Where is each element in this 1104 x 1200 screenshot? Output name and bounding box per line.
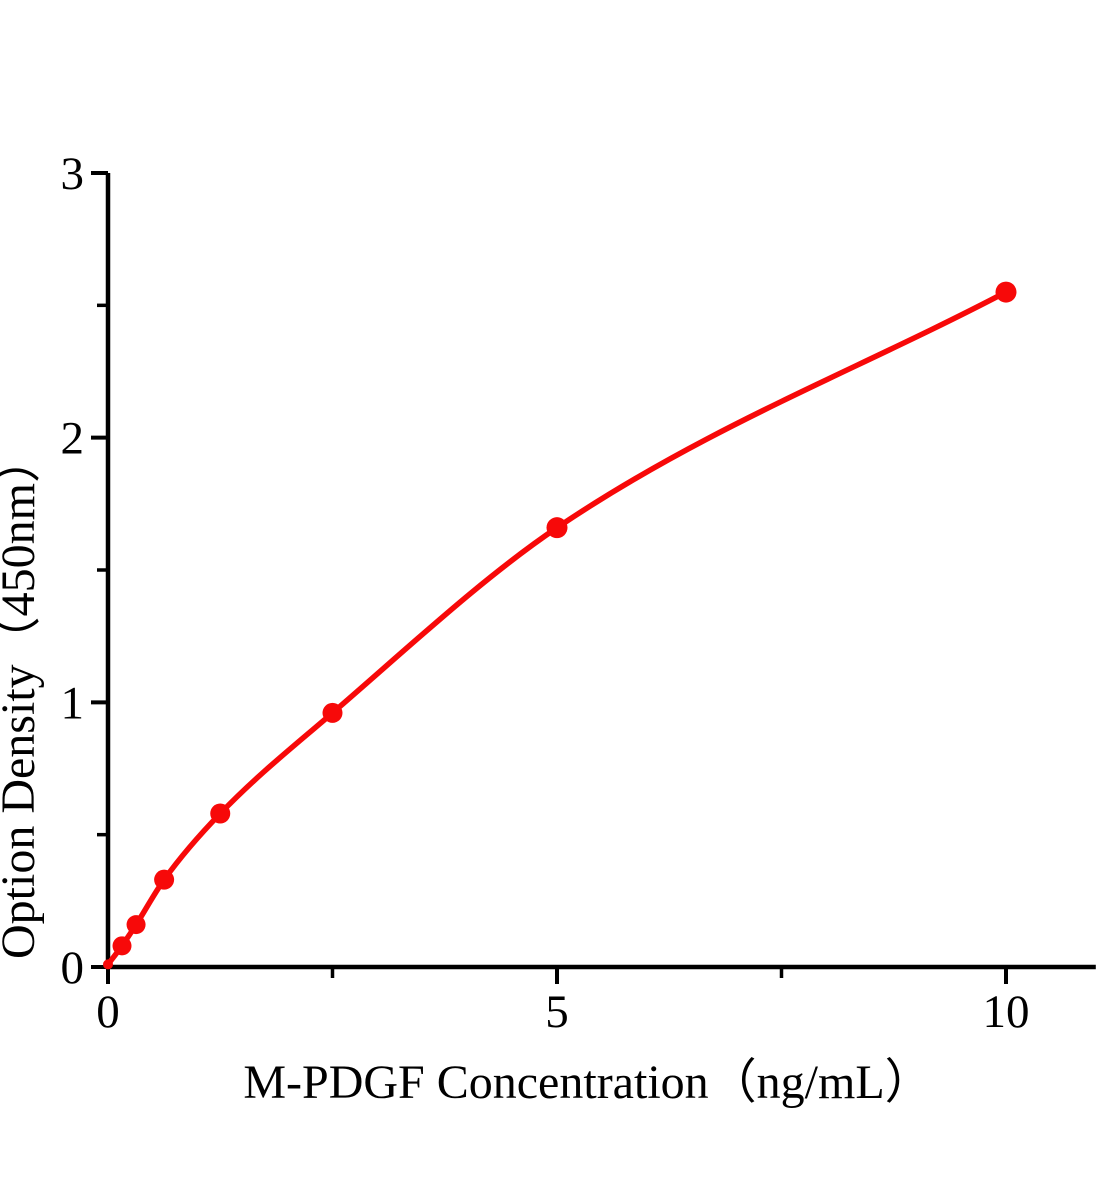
data-point [126,915,146,935]
data-point [546,517,568,539]
data-point [112,936,132,956]
x-axis-title: M-PDGF Concentration（ng/mL） [243,1056,932,1109]
y-tick-label: 2 [61,413,85,465]
x-tick-label: 0 [96,986,120,1038]
x-tick-label: 10 [983,986,1030,1038]
axes-lines [105,172,1096,970]
y-tick-label: 0 [61,942,85,994]
y-tick-label: 3 [61,148,85,200]
x-tick-label: 5 [545,986,569,1038]
y-axis-title: Option Density（450nm） [0,435,45,959]
data-curve [105,289,1009,968]
data-point [322,702,343,723]
y-tick-label: 1 [61,677,85,729]
data-point [103,959,113,970]
data-point [210,803,231,824]
data-point [154,869,175,890]
data-point [995,281,1017,303]
